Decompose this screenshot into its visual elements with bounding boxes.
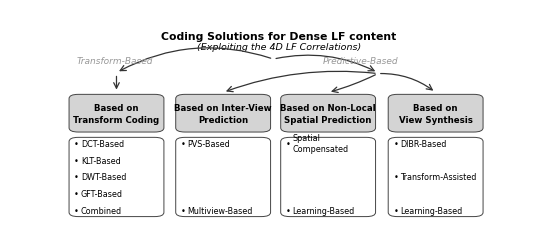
FancyBboxPatch shape: [69, 95, 164, 132]
Text: Multiview-Based: Multiview-Based: [188, 206, 253, 216]
Text: •: •: [181, 206, 186, 216]
Text: Transform-Assisted: Transform-Assisted: [400, 173, 477, 182]
Text: PVS-Based: PVS-Based: [188, 139, 230, 148]
Text: Predictive-Based: Predictive-Based: [323, 57, 399, 66]
Text: •: •: [74, 139, 79, 148]
Text: DWT-Based: DWT-Based: [81, 173, 126, 182]
Text: •: •: [286, 139, 290, 148]
Text: Combined: Combined: [81, 206, 122, 216]
FancyBboxPatch shape: [281, 138, 375, 217]
Text: Coding Solutions for Dense LF content: Coding Solutions for Dense LF content: [161, 32, 397, 42]
Text: •: •: [74, 190, 79, 198]
FancyBboxPatch shape: [69, 138, 164, 217]
FancyBboxPatch shape: [388, 138, 483, 217]
Text: Spatial
Compensated: Spatial Compensated: [293, 134, 349, 154]
Text: KLT-Based: KLT-Based: [81, 156, 121, 165]
Text: •: •: [181, 139, 186, 148]
Text: Based on
View Synthesis: Based on View Synthesis: [399, 104, 473, 124]
Text: •: •: [393, 173, 398, 182]
Text: DCT-Based: DCT-Based: [81, 139, 124, 148]
Text: •: •: [74, 173, 79, 182]
Text: •: •: [393, 139, 398, 148]
FancyBboxPatch shape: [281, 95, 375, 132]
Text: •: •: [74, 206, 79, 216]
FancyBboxPatch shape: [176, 95, 270, 132]
Text: (Exploiting the 4D LF Correlations): (Exploiting the 4D LF Correlations): [197, 43, 361, 52]
Text: DIBR-Based: DIBR-Based: [400, 139, 447, 148]
Text: Based on Non-Local
Spatial Prediction: Based on Non-Local Spatial Prediction: [280, 104, 376, 124]
FancyBboxPatch shape: [176, 138, 270, 217]
Text: •: •: [74, 156, 79, 165]
Text: Learning-Based: Learning-Based: [400, 206, 462, 216]
Text: Learning-Based: Learning-Based: [293, 206, 355, 216]
Text: Transform-Based: Transform-Based: [76, 57, 153, 66]
Text: •: •: [393, 206, 398, 216]
Text: •: •: [286, 206, 290, 216]
Text: Based on
Transform Coding: Based on Transform Coding: [73, 104, 159, 124]
Text: Based on Inter-View
Prediction: Based on Inter-View Prediction: [174, 104, 272, 124]
Text: GFT-Based: GFT-Based: [81, 190, 123, 198]
FancyBboxPatch shape: [388, 95, 483, 132]
